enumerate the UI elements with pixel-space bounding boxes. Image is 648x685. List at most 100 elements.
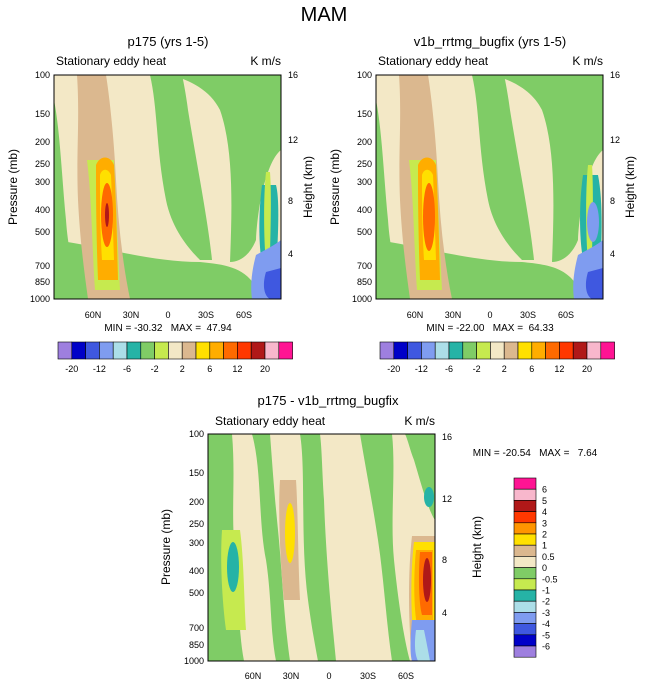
y-tick-label: 1000 xyxy=(184,656,204,666)
colorbar-diff-swatch xyxy=(513,634,537,647)
colorbar-2-swatch xyxy=(572,341,588,360)
panel-2-ylabel-right: Height (km) xyxy=(623,156,637,218)
panel-1-x-ticks: 60N 30N 0 30S 60S xyxy=(85,310,252,320)
colorbar-diff-swatch xyxy=(513,511,537,524)
y-tick-label: 150 xyxy=(189,468,204,478)
panel-1-y-ticks: 100 150 200 250 300 400 500 700 850 1000 xyxy=(30,70,50,304)
colorbar-1-swatch xyxy=(154,341,169,360)
panel-3: p175 - v1b_rrtmg_bugfix Stationary eddy … xyxy=(159,393,598,681)
colorbar-1-swatch xyxy=(264,341,280,360)
field-darkblue-surface xyxy=(585,268,603,299)
y-tick-label: 700 xyxy=(357,261,372,271)
panel-3-subtitle-right: K m/s xyxy=(404,414,435,428)
panel-1-contour-field xyxy=(54,75,281,299)
x-tick-label: 30N xyxy=(123,310,140,320)
colorbar-diff-label: -2 xyxy=(542,597,550,607)
panel-3-title: p175 - v1b_rrtmg_bugfix xyxy=(258,393,399,408)
panel-2-subtitle-left: Stationary eddy heat xyxy=(378,54,489,68)
y-tick-label: 850 xyxy=(357,277,372,287)
panel-2-min-max: MIN = -22.00 MAX = 64.33 xyxy=(426,323,554,334)
colorbar-2-swatch xyxy=(421,341,436,360)
field-green-mid xyxy=(472,75,534,260)
colorbar-2-label: 20 xyxy=(582,364,592,374)
field-green-top xyxy=(457,75,603,262)
panel-1-ylabel-right: Height (km) xyxy=(301,156,315,218)
panel-2: v1b_rrtmg_bugfix (yrs 1-5) Stationary ed… xyxy=(328,34,637,334)
panel-1-y-ticks-right: 16 12 8 4 xyxy=(288,70,298,259)
colorbar-2-label: 2 xyxy=(502,364,507,374)
colorbar-1-swatch xyxy=(168,341,183,360)
colorbar-diff-label: -1 xyxy=(542,586,550,596)
colorbar-2-swatch xyxy=(490,341,505,360)
panel-3-ylabel: Pressure (mb) xyxy=(159,509,173,585)
colorbar-1-label: -6 xyxy=(123,364,131,374)
field-green-band-3 xyxy=(360,434,410,661)
colorbar-diff-label: -0.5 xyxy=(542,574,558,584)
panel-1-frame xyxy=(53,74,282,300)
colorbar-1-label: 2 xyxy=(180,364,185,374)
field-blue-south xyxy=(587,202,599,242)
y-tick-label: 200 xyxy=(35,137,50,147)
colorbar-diff-label: -3 xyxy=(542,608,550,618)
x-tick-label: 30N xyxy=(283,671,300,681)
colorbar-1-swatch xyxy=(278,341,293,360)
colorbar-panel-1: -20 -12 -6 -2 2 6 12 20 xyxy=(57,341,293,374)
colorbar-diff-swatch xyxy=(513,645,537,658)
colorbar-1-label: -2 xyxy=(151,364,159,374)
colorbar-1-swatch xyxy=(99,341,114,360)
y-tick-label: 100 xyxy=(35,70,50,80)
y-tick-label: 300 xyxy=(189,538,204,548)
colorbar-1-swatch xyxy=(71,341,86,360)
colorbar-diff-label: -5 xyxy=(542,630,550,640)
colorbar-diff-label: 2 xyxy=(542,530,547,540)
x-tick-label: 30S xyxy=(520,310,536,320)
field-green-top xyxy=(135,75,281,262)
colorbar-panel-2: -20 -12 -6 -2 2 6 12 20 xyxy=(379,341,615,374)
panel-2-x-ticks: 60N 30N 0 30S 60S xyxy=(407,310,574,320)
colorbar-1-swatch xyxy=(181,341,197,360)
y-tick-label: 150 xyxy=(357,109,372,119)
panel-3-min-max: MIN = -20.54 MAX = 7.64 xyxy=(473,448,598,459)
colorbar-2-swatch xyxy=(586,341,602,360)
colorbar-1-label: -20 xyxy=(65,364,78,374)
colorbar-diff-swatch xyxy=(513,556,537,568)
y-tick-label: 700 xyxy=(35,261,50,271)
y-tick-label: 300 xyxy=(357,177,372,187)
panel-2-title: v1b_rrtmg_bugfix (yrs 1-5) xyxy=(414,34,566,49)
height-tick-label: 16 xyxy=(442,432,452,442)
panel-1-min-max: MIN = -30.32 MAX = 47.94 xyxy=(104,323,232,334)
colorbar-1-swatch xyxy=(209,341,224,360)
panel-1-subtitle-right: K m/s xyxy=(250,54,281,68)
x-tick-label: 60N xyxy=(85,310,102,320)
y-tick-label: 250 xyxy=(189,519,204,529)
panel-2-ylabel: Pressure (mb) xyxy=(328,149,342,225)
colorbar-diff-label: 1 xyxy=(542,541,547,551)
panel-3-x-ticks: 60N 30N 0 30S 60S xyxy=(245,671,414,681)
colorbar-2-swatch xyxy=(379,341,395,360)
x-tick-label: 60S xyxy=(558,310,574,320)
height-tick-label: 8 xyxy=(288,196,293,206)
y-tick-label: 250 xyxy=(357,159,372,169)
colorbar-diff-swatch xyxy=(513,623,537,636)
colorbar-2-label: 12 xyxy=(554,364,564,374)
colorbar-1-swatch xyxy=(112,341,128,360)
panel-1-title: p175 (yrs 1-5) xyxy=(128,34,209,49)
y-tick-label: 1000 xyxy=(352,294,372,304)
colorbar-1-swatch xyxy=(195,341,211,360)
x-tick-label: 60N xyxy=(245,671,262,681)
panel-3-ylabel-right: Height (km) xyxy=(470,516,484,578)
y-tick-label: 200 xyxy=(357,137,372,147)
colorbar-2-swatch xyxy=(517,341,533,360)
colorbar-2-swatch xyxy=(503,341,519,360)
field-yellow-mid xyxy=(285,503,295,563)
colorbar-2-label: -20 xyxy=(387,364,400,374)
y-tick-label: 150 xyxy=(35,109,50,119)
x-tick-label: 0 xyxy=(165,310,170,320)
colorbar-1-swatch xyxy=(57,341,73,360)
colorbar-1-swatch xyxy=(140,341,155,360)
x-tick-label: 60S xyxy=(398,671,414,681)
colorbar-2-swatch xyxy=(393,341,408,360)
panel-3-y-ticks-right: 16 12 8 4 xyxy=(442,432,452,618)
field-darkred-east xyxy=(423,558,431,602)
